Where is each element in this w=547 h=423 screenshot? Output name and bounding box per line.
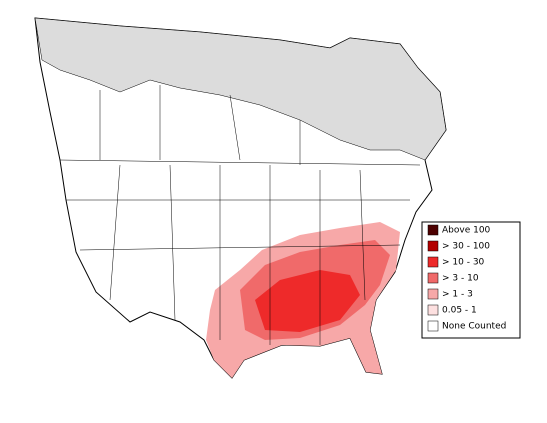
legend-box	[421, 221, 521, 339]
legend-swatch	[427, 320, 439, 332]
legend-label: > 10 - 30	[442, 258, 485, 268]
legend-swatch	[427, 224, 439, 236]
legend-swatch	[427, 256, 439, 268]
legend-label: None Counted	[442, 322, 506, 332]
legend-label: Above 100	[442, 226, 491, 236]
legend-swatch	[427, 240, 439, 252]
legend-label: > 3 - 10	[442, 274, 479, 284]
legend: Above 100 > 30 - 100 > 10 - 30 > 3 - 10 > 1 …	[421, 221, 521, 339]
legend-label: > 1 - 3	[442, 290, 473, 300]
legend-label: > 30 - 100	[442, 242, 490, 252]
legend-swatch	[427, 288, 439, 300]
land	[34, 17, 447, 379]
range-core	[255, 270, 360, 332]
state-lines	[59, 85, 421, 345]
legend-label: 0.05 - 1	[442, 306, 477, 316]
legend-swatch	[427, 304, 439, 316]
legend-swatch	[427, 272, 439, 284]
northern-region	[34, 17, 447, 161]
